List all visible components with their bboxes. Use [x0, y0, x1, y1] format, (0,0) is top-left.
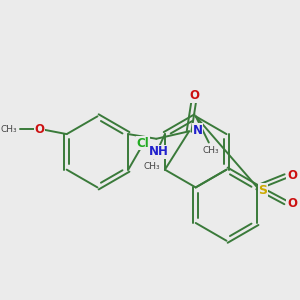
Text: O: O	[287, 169, 297, 182]
Text: CH₃: CH₃	[1, 125, 17, 134]
Text: Cl: Cl	[137, 137, 150, 150]
Text: CH₃: CH₃	[143, 162, 160, 171]
Text: N: N	[193, 124, 202, 137]
Text: NH: NH	[149, 145, 169, 158]
Text: S: S	[258, 184, 267, 197]
Text: O: O	[190, 89, 200, 102]
Text: CH₃: CH₃	[202, 146, 219, 155]
Text: O: O	[34, 123, 45, 136]
Text: O: O	[287, 197, 297, 210]
